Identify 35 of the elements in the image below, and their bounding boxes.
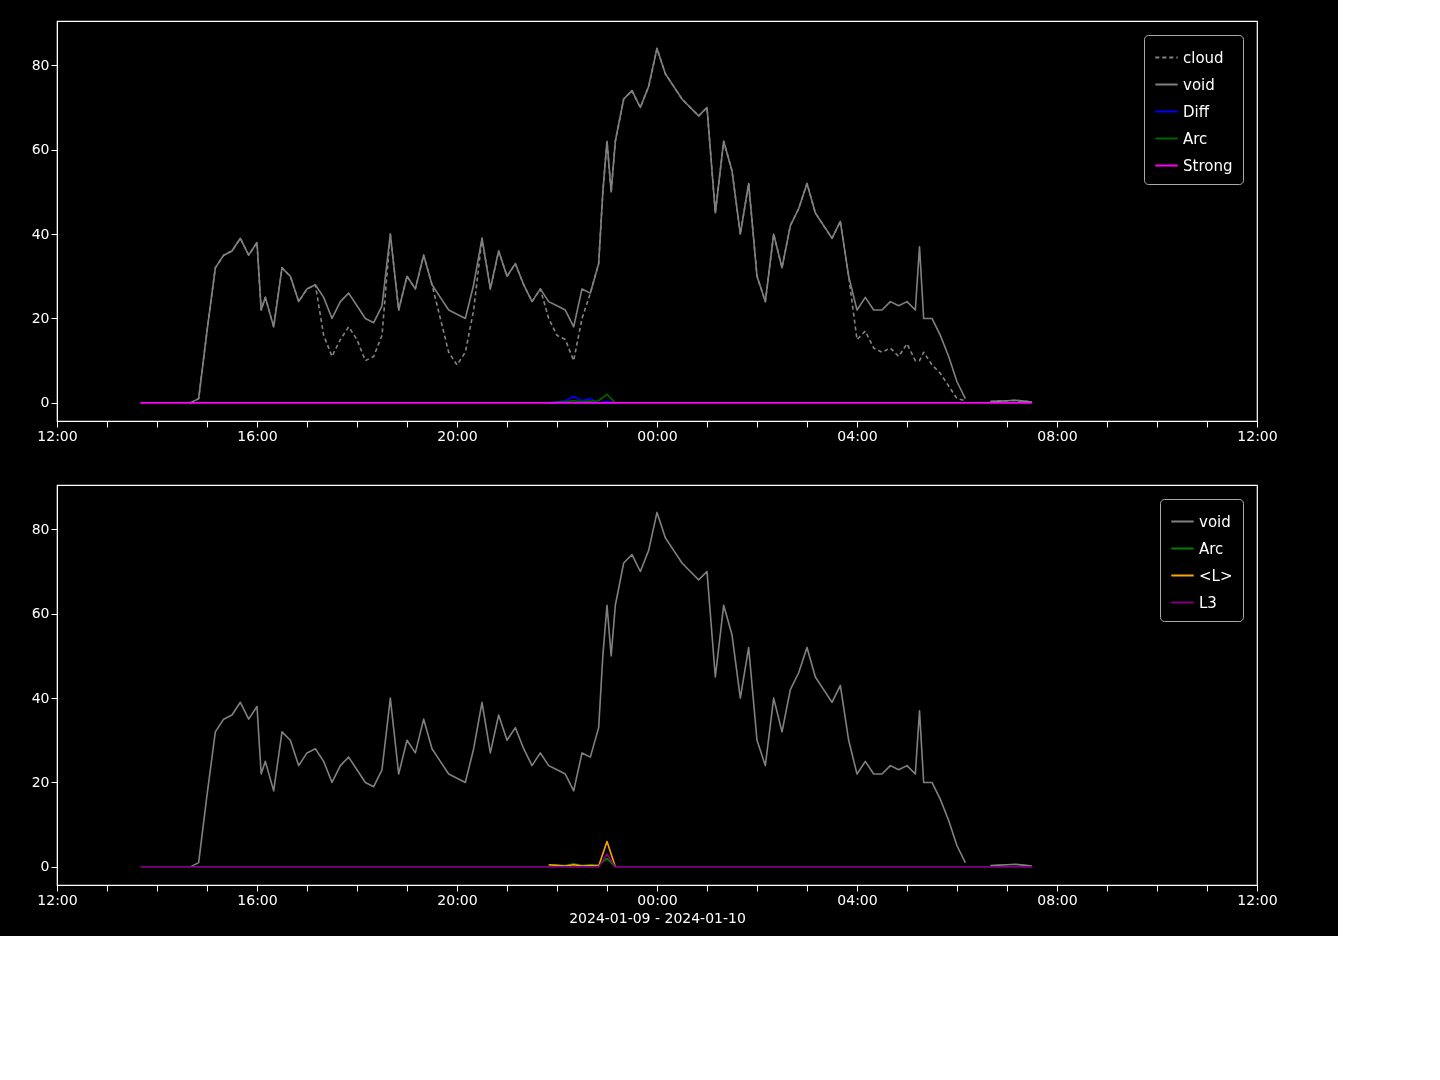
y-tick-label: 0	[40, 858, 50, 875]
x-tick-label: 16:00	[237, 891, 278, 908]
x-tick-label: 04:00	[837, 427, 878, 444]
legend-label: cloud	[1183, 48, 1224, 67]
y-tick-label: 60	[31, 141, 50, 158]
legend-label: Arc	[1199, 539, 1224, 558]
legend-label: Diff	[1183, 102, 1210, 121]
y-tick-label: 0	[40, 394, 50, 411]
legend-label: Arc	[1183, 129, 1208, 148]
x-tick-label: 20:00	[437, 427, 478, 444]
x-tick-label: 08:00	[1037, 427, 1078, 444]
x-tick-label: 12:00	[1237, 891, 1278, 908]
legend-label: Strong	[1183, 156, 1233, 175]
x-tick-label: 12:00	[37, 427, 78, 444]
line-series	[547, 840, 617, 868]
x-tick-label: 04:00	[837, 891, 878, 908]
x-axis-title: 2024-01-09 - 2024-01-10	[569, 909, 746, 926]
y-tick-label: 40	[31, 689, 50, 706]
x-tick-label: 12:00	[1237, 427, 1278, 444]
y-tick-label: 80	[31, 56, 50, 73]
legend-label: void	[1183, 75, 1215, 94]
y-tick-label: 40	[31, 225, 50, 242]
legend-label: L3	[1199, 593, 1217, 612]
x-tick-label: 12:00	[37, 891, 78, 908]
y-tick-label: 20	[31, 309, 50, 326]
y-tick-label: 80	[31, 520, 50, 537]
x-tick-label: 08:00	[1037, 891, 1078, 908]
y-tick-label: 60	[31, 605, 50, 622]
legend-label: <L>	[1199, 566, 1233, 585]
y-tick-label: 20	[31, 773, 50, 790]
x-tick-label: 16:00	[237, 427, 278, 444]
legend-label: void	[1199, 512, 1231, 531]
x-tick-label: 00:00	[637, 427, 678, 444]
x-tick-label: 00:00	[637, 891, 678, 908]
x-tick-label: 20:00	[437, 891, 478, 908]
